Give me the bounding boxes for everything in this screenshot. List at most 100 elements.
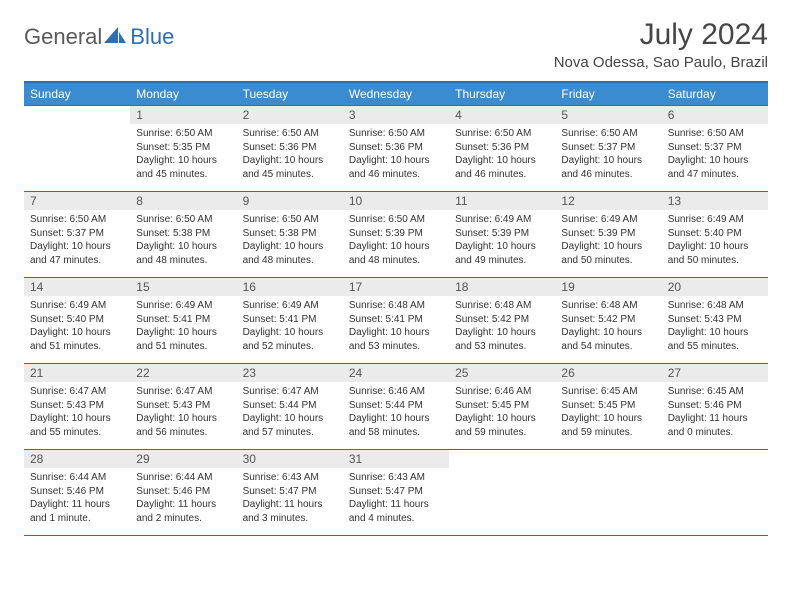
sunrise-text: Sunrise: 6:49 AM xyxy=(561,213,655,227)
day-cell: 22Sunrise: 6:47 AMSunset: 5:43 PMDayligh… xyxy=(130,364,236,450)
weekday-header-row: Sunday Monday Tuesday Wednesday Thursday… xyxy=(24,82,768,106)
daylight-text: Daylight: 10 hours and 48 minutes. xyxy=(349,240,443,267)
day-body: Sunrise: 6:49 AMSunset: 5:39 PMDaylight:… xyxy=(555,210,661,270)
sunrise-text: Sunrise: 6:50 AM xyxy=(349,127,443,141)
daylight-text: Daylight: 10 hours and 45 minutes. xyxy=(243,154,337,181)
day-body: Sunrise: 6:43 AMSunset: 5:47 PMDaylight:… xyxy=(343,468,449,528)
sunset-text: Sunset: 5:46 PM xyxy=(136,485,230,499)
sunset-text: Sunset: 5:39 PM xyxy=(561,227,655,241)
day-cell: 2Sunrise: 6:50 AMSunset: 5:36 PMDaylight… xyxy=(237,106,343,192)
daylight-text: Daylight: 11 hours and 0 minutes. xyxy=(668,412,762,439)
logo-sail-icon xyxy=(104,25,126,50)
daylight-text: Daylight: 10 hours and 50 minutes. xyxy=(668,240,762,267)
day-number: 28 xyxy=(24,450,130,468)
daylight-text: Daylight: 11 hours and 4 minutes. xyxy=(349,498,443,525)
sunset-text: Sunset: 5:36 PM xyxy=(455,141,549,155)
sunrise-text: Sunrise: 6:49 AM xyxy=(243,299,337,313)
week-row: 1Sunrise: 6:50 AMSunset: 5:35 PMDaylight… xyxy=(24,106,768,192)
day-number: 16 xyxy=(237,278,343,296)
day-cell: 5Sunrise: 6:50 AMSunset: 5:37 PMDaylight… xyxy=(555,106,661,192)
day-body: Sunrise: 6:46 AMSunset: 5:45 PMDaylight:… xyxy=(449,382,555,442)
day-body: Sunrise: 6:48 AMSunset: 5:41 PMDaylight:… xyxy=(343,296,449,356)
weekday-header: Tuesday xyxy=(237,82,343,106)
daylight-text: Daylight: 10 hours and 51 minutes. xyxy=(136,326,230,353)
sunset-text: Sunset: 5:35 PM xyxy=(136,141,230,155)
sunrise-text: Sunrise: 6:43 AM xyxy=(243,471,337,485)
day-cell: 24Sunrise: 6:46 AMSunset: 5:44 PMDayligh… xyxy=(343,364,449,450)
day-number xyxy=(24,106,130,110)
day-cell: 12Sunrise: 6:49 AMSunset: 5:39 PMDayligh… xyxy=(555,192,661,278)
day-number: 31 xyxy=(343,450,449,468)
day-number: 24 xyxy=(343,364,449,382)
day-cell: 19Sunrise: 6:48 AMSunset: 5:42 PMDayligh… xyxy=(555,278,661,364)
day-body: Sunrise: 6:47 AMSunset: 5:43 PMDaylight:… xyxy=(24,382,130,442)
day-cell: 7Sunrise: 6:50 AMSunset: 5:37 PMDaylight… xyxy=(24,192,130,278)
sunset-text: Sunset: 5:37 PM xyxy=(30,227,124,241)
day-number: 19 xyxy=(555,278,661,296)
daylight-text: Daylight: 10 hours and 46 minutes. xyxy=(455,154,549,181)
sunset-text: Sunset: 5:36 PM xyxy=(349,141,443,155)
week-row: 28Sunrise: 6:44 AMSunset: 5:46 PMDayligh… xyxy=(24,450,768,536)
day-cell: 23Sunrise: 6:47 AMSunset: 5:44 PMDayligh… xyxy=(237,364,343,450)
day-body: Sunrise: 6:50 AMSunset: 5:36 PMDaylight:… xyxy=(449,124,555,184)
day-number: 3 xyxy=(343,106,449,124)
sunset-text: Sunset: 5:36 PM xyxy=(243,141,337,155)
daylight-text: Daylight: 10 hours and 55 minutes. xyxy=(668,326,762,353)
day-body: Sunrise: 6:48 AMSunset: 5:43 PMDaylight:… xyxy=(662,296,768,356)
day-cell: 28Sunrise: 6:44 AMSunset: 5:46 PMDayligh… xyxy=(24,450,130,536)
day-body: Sunrise: 6:49 AMSunset: 5:40 PMDaylight:… xyxy=(24,296,130,356)
day-cell: 26Sunrise: 6:45 AMSunset: 5:45 PMDayligh… xyxy=(555,364,661,450)
day-body: Sunrise: 6:49 AMSunset: 5:40 PMDaylight:… xyxy=(662,210,768,270)
day-number: 18 xyxy=(449,278,555,296)
day-body: Sunrise: 6:44 AMSunset: 5:46 PMDaylight:… xyxy=(24,468,130,528)
title-block: July 2024 Nova Odessa, Sao Paulo, Brazil xyxy=(554,18,768,71)
sunset-text: Sunset: 5:46 PM xyxy=(668,399,762,413)
sunset-text: Sunset: 5:40 PM xyxy=(30,313,124,327)
daylight-text: Daylight: 11 hours and 2 minutes. xyxy=(136,498,230,525)
calendar-page: General Blue July 2024 Nova Odessa, Sao … xyxy=(0,0,792,554)
day-number: 21 xyxy=(24,364,130,382)
sunset-text: Sunset: 5:43 PM xyxy=(668,313,762,327)
sunset-text: Sunset: 5:37 PM xyxy=(668,141,762,155)
sunrise-text: Sunrise: 6:50 AM xyxy=(30,213,124,227)
sunrise-text: Sunrise: 6:50 AM xyxy=(243,127,337,141)
day-cell: 27Sunrise: 6:45 AMSunset: 5:46 PMDayligh… xyxy=(662,364,768,450)
day-number: 11 xyxy=(449,192,555,210)
day-cell: 20Sunrise: 6:48 AMSunset: 5:43 PMDayligh… xyxy=(662,278,768,364)
sunrise-text: Sunrise: 6:47 AM xyxy=(243,385,337,399)
daylight-text: Daylight: 10 hours and 54 minutes. xyxy=(561,326,655,353)
day-number: 25 xyxy=(449,364,555,382)
sunset-text: Sunset: 5:40 PM xyxy=(668,227,762,241)
daylight-text: Daylight: 10 hours and 55 minutes. xyxy=(30,412,124,439)
day-body: Sunrise: 6:45 AMSunset: 5:45 PMDaylight:… xyxy=(555,382,661,442)
day-cell: 18Sunrise: 6:48 AMSunset: 5:42 PMDayligh… xyxy=(449,278,555,364)
day-number: 23 xyxy=(237,364,343,382)
day-body: Sunrise: 6:50 AMSunset: 5:35 PMDaylight:… xyxy=(130,124,236,184)
daylight-text: Daylight: 10 hours and 57 minutes. xyxy=(243,412,337,439)
month-title: July 2024 xyxy=(554,18,768,52)
sunrise-text: Sunrise: 6:48 AM xyxy=(455,299,549,313)
day-number: 8 xyxy=(130,192,236,210)
day-body: Sunrise: 6:50 AMSunset: 5:38 PMDaylight:… xyxy=(130,210,236,270)
sunrise-text: Sunrise: 6:50 AM xyxy=(243,213,337,227)
sunset-text: Sunset: 5:38 PM xyxy=(243,227,337,241)
day-cell: 1Sunrise: 6:50 AMSunset: 5:35 PMDaylight… xyxy=(130,106,236,192)
daylight-text: Daylight: 10 hours and 58 minutes. xyxy=(349,412,443,439)
sunrise-text: Sunrise: 6:49 AM xyxy=(668,213,762,227)
day-body: Sunrise: 6:50 AMSunset: 5:36 PMDaylight:… xyxy=(237,124,343,184)
sunset-text: Sunset: 5:41 PM xyxy=(243,313,337,327)
sunrise-text: Sunrise: 6:46 AM xyxy=(455,385,549,399)
day-body: Sunrise: 6:50 AMSunset: 5:36 PMDaylight:… xyxy=(343,124,449,184)
day-number: 9 xyxy=(237,192,343,210)
sunrise-text: Sunrise: 6:48 AM xyxy=(561,299,655,313)
day-cell: 8Sunrise: 6:50 AMSunset: 5:38 PMDaylight… xyxy=(130,192,236,278)
daylight-text: Daylight: 10 hours and 52 minutes. xyxy=(243,326,337,353)
daylight-text: Daylight: 10 hours and 59 minutes. xyxy=(455,412,549,439)
location: Nova Odessa, Sao Paulo, Brazil xyxy=(554,54,768,71)
sunset-text: Sunset: 5:41 PM xyxy=(136,313,230,327)
daylight-text: Daylight: 11 hours and 3 minutes. xyxy=(243,498,337,525)
day-cell: 13Sunrise: 6:49 AMSunset: 5:40 PMDayligh… xyxy=(662,192,768,278)
daylight-text: Daylight: 10 hours and 50 minutes. xyxy=(561,240,655,267)
day-cell xyxy=(555,450,661,536)
daylight-text: Daylight: 10 hours and 45 minutes. xyxy=(136,154,230,181)
